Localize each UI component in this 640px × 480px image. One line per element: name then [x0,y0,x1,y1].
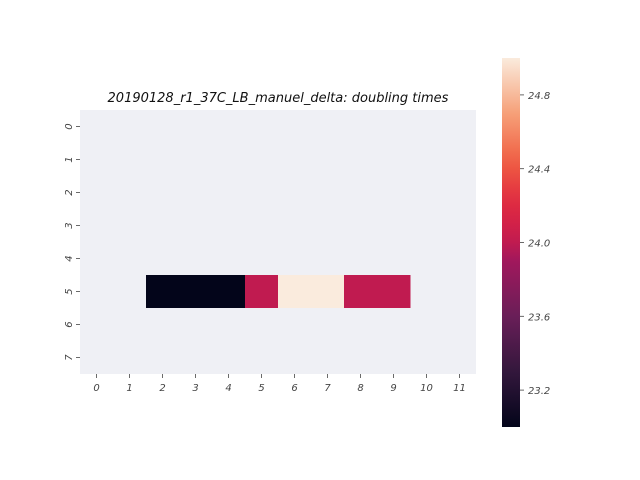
y-tick-label: 5 [64,288,75,294]
y-tick-label: 2 [64,189,75,195]
heatmap-cells [146,275,411,308]
colorbar-tick-label: 23.6 [528,312,550,323]
x-tick-label: 2 [159,383,165,394]
heatmap-cell [245,275,279,308]
y-tick-label: 3 [64,222,75,228]
heatmap-cell [212,275,246,308]
x-tick-label: 0 [93,383,99,394]
colorbar-tick-label: 24.8 [528,91,550,102]
heatmap-cell [146,275,180,308]
y-tick-label: 6 [64,321,75,327]
colorbar-ticks: 23.2 23.6 24.0 24.4 24.8 [520,91,550,397]
x-tick-label: 3 [192,383,198,394]
chart-title: 20190128_r1_37C_LB_manuel_delta: doublin… [108,91,449,106]
colorbar-tick-label: 23.2 [528,386,550,397]
y-tick-label: 0 [64,123,75,129]
y-axis-ticks: 0 1 2 3 4 5 6 7 [64,123,80,361]
colorbar [502,58,520,427]
x-tick-label: 5 [258,383,264,394]
colorbar-tick-label: 24.0 [528,239,550,250]
x-tick-label: 4 [225,383,231,394]
y-tick-label: 1 [64,156,75,162]
y-tick-label: 4 [64,255,75,261]
y-tick-label: 7 [64,354,75,361]
heatmap-cell [311,275,345,308]
heatmap-cell [278,275,312,308]
heatmap-cell [377,275,411,308]
plot-area [80,110,476,374]
heatmap-cell [179,275,213,308]
x-tick-label: 1 [126,383,132,394]
x-tick-label: 9 [390,383,396,394]
heatmap-cell [344,275,378,308]
colorbar-tick-label: 24.4 [528,165,550,176]
x-tick-label: 6 [291,383,297,394]
x-tick-label: 10 [420,383,433,394]
x-tick-label: 7 [324,383,331,394]
x-tick-label: 11 [453,383,466,394]
x-tick-label: 8 [357,383,363,394]
x-axis-ticks: 0 1 2 3 4 5 6 7 8 9 10 11 [93,374,466,394]
